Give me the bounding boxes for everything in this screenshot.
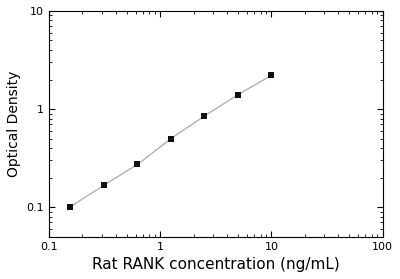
Point — [235, 92, 241, 97]
Point — [168, 136, 174, 141]
Point — [201, 114, 208, 118]
Point — [268, 73, 274, 78]
Point — [134, 162, 141, 167]
X-axis label: Rat RANK concentration (ng/mL): Rat RANK concentration (ng/mL) — [92, 257, 340, 272]
Y-axis label: Optical Density: Optical Density — [7, 71, 21, 177]
Point — [101, 183, 107, 187]
Point — [67, 205, 74, 209]
